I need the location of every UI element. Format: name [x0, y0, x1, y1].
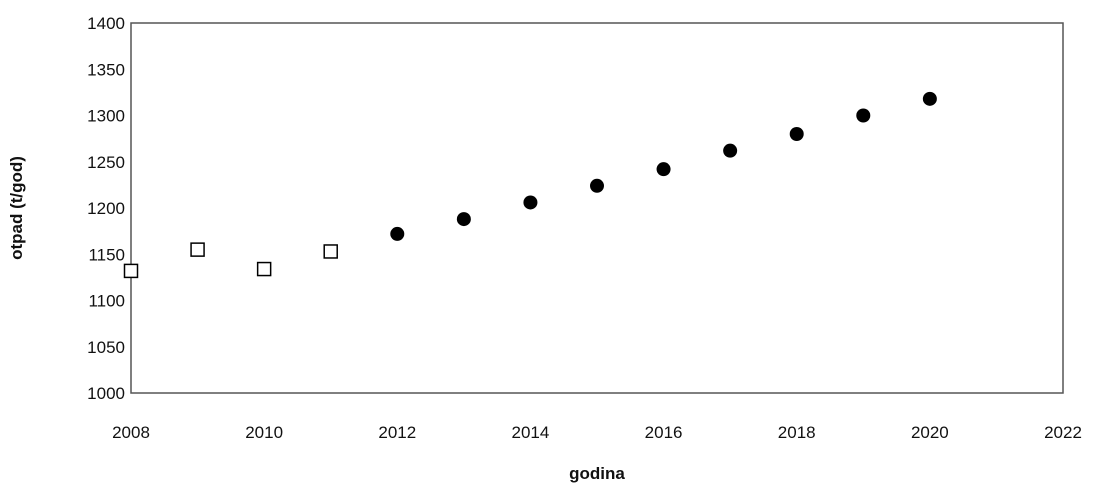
- x-tick-label: 2018: [778, 423, 816, 442]
- filled-circle-point: [390, 226, 405, 241]
- data-points: [123, 91, 937, 279]
- y-tick-label: 1250: [87, 153, 125, 172]
- open-square-point: [190, 242, 205, 257]
- open-square-point: [256, 261, 272, 277]
- y-axis-ticks: 1000 1050 1100 1150 1200 1250 1300 1350 1400: [87, 14, 125, 403]
- x-tick-label: 2010: [245, 423, 283, 442]
- y-tick-label: 1000: [87, 384, 125, 403]
- x-tick-label: 2022: [1044, 423, 1082, 442]
- filled-circle-point: [590, 178, 604, 193]
- y-tick-label: 1150: [88, 245, 125, 264]
- x-axis-title: godina: [569, 464, 625, 483]
- y-tick-label: 1400: [87, 14, 125, 33]
- y-tick-label: 1200: [87, 199, 125, 218]
- filled-circle-point: [922, 91, 937, 106]
- y-axis-title: otpad (t/god): [7, 156, 26, 260]
- filled-circle-point: [723, 143, 738, 158]
- y-tick-label: 1350: [87, 60, 125, 79]
- filled-circle-point: [456, 212, 471, 227]
- filled-circle-point: [656, 162, 671, 177]
- x-axis-ticks: 2008 2010 2012 2014 2016 2018 2020 2022: [112, 423, 1082, 442]
- filled-circle-point: [523, 195, 538, 210]
- x-tick-label: 2016: [645, 423, 683, 442]
- y-tick-label: 1050: [87, 338, 125, 357]
- x-tick-label: 2014: [512, 423, 550, 442]
- y-tick-label: 1300: [87, 107, 125, 126]
- x-tick-label: 2020: [911, 423, 949, 442]
- filled-circle-point: [856, 108, 871, 123]
- y-tick-label: 1100: [88, 292, 125, 311]
- open-square-point: [323, 244, 338, 259]
- filled-circle-point: [789, 127, 804, 141]
- plot-area: [130, 22, 1064, 394]
- x-tick-label: 2012: [378, 423, 416, 442]
- open-square-point: [123, 263, 139, 279]
- x-tick-label: 2008: [112, 423, 150, 442]
